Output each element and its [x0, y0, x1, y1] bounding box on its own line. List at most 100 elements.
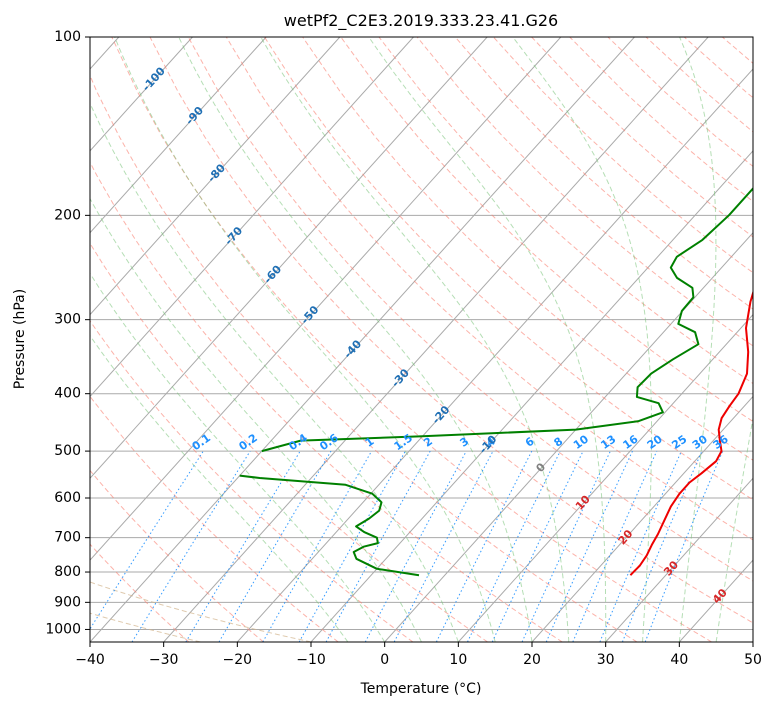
dry-adiabat-line: [493, 37, 753, 274]
x-tick-label: −20: [223, 652, 253, 668]
moist-adiabat-line: [114, 37, 496, 642]
mixing-ratio-line: [572, 450, 658, 642]
dry-adiabat-line: [302, 37, 753, 461]
isotherm-line: [90, 37, 267, 234]
y-tick-label: 400: [54, 386, 81, 402]
dry-adiabat-line: [90, 395, 339, 642]
isotherm-line: [752, 641, 753, 642]
x-tick-label: −10: [296, 652, 326, 668]
y-tick-label: 1000: [45, 621, 81, 637]
plot-area: [90, 37, 753, 642]
x-tick-label: 30: [597, 652, 615, 668]
moist-adiabat-line: [260, 37, 570, 642]
dry-adiabat-line: [90, 469, 264, 642]
mixing-ratio-label: 3: [457, 435, 471, 450]
mixing-ratio-label: 30: [690, 432, 710, 452]
mixing-ratio-label: 0.1: [190, 431, 213, 453]
dry-adiabat-line: [264, 37, 753, 501]
dry-adiabat-line: [90, 543, 190, 642]
mixing-ratio-label: 36: [711, 432, 731, 452]
x-axis-ticks: −40 −30 −20 −10 0 10 20 30 40 50: [75, 642, 762, 668]
x-tick-label: 40: [670, 652, 688, 668]
mixing-ratio-label: 0.4: [286, 431, 310, 453]
mixing-ratio-line: [467, 450, 561, 642]
moist-adiabat-line: [368, 37, 607, 642]
dry-adiabat-line: [340, 37, 753, 423]
plot-frame: [89, 36, 754, 643]
profile-line: [629, 289, 753, 576]
mixing-ratio-label: 0.2: [236, 431, 259, 453]
mixing-ratio-line: [435, 450, 533, 642]
dry-adiabat-line: [90, 242, 488, 642]
dry-adiabat-line: [454, 37, 753, 310]
y-tick-label: 300: [54, 312, 81, 328]
y-tick-label: 600: [54, 490, 81, 506]
y-axis-label: Pressure (hPa): [12, 289, 28, 389]
y-tick-label: 200: [54, 207, 81, 223]
dry-adiabat-line: [90, 319, 414, 642]
mixing-ratio-label: 20: [645, 432, 665, 452]
x-axis-label: Temperature (°C): [360, 681, 482, 697]
moist-adiabat-line: [715, 415, 753, 642]
mixing-ratio-line: [599, 450, 682, 642]
x-tick-label: 50: [744, 652, 762, 668]
mixing-ratio-label: 16: [621, 432, 641, 452]
mixing-ratio-line: [644, 450, 724, 642]
x-tick-label: 20: [523, 652, 541, 668]
mixing-ratio-line: [545, 450, 633, 642]
y-tick-label: 800: [54, 564, 81, 580]
x-tick-label: −40: [75, 652, 105, 668]
dry-adiabat-line: [187, 37, 753, 582]
dry-adiabat-line: [90, 74, 638, 642]
isopleth-labels: 0.1 0.2 0.4 0.6 1 1.5 2 3 4 6 8 10 13 16 20 25 30 36-100-…: [140, 64, 731, 606]
isotherm-line: [90, 37, 414, 398]
dry-adiabat-line: [416, 37, 753, 347]
y-tick-label: 500: [54, 443, 81, 459]
y-axis-ticks: 100 200 300 400 500 600 700 800 900 1000: [45, 29, 90, 637]
y-tick-label: 700: [54, 530, 81, 546]
mixing-ratio-label: 1.5: [392, 431, 415, 453]
moist-adiabat-line: [90, 334, 349, 642]
profile-line: [239, 474, 420, 577]
x-tick-label: 10: [449, 652, 467, 668]
mixing-ratio-label: 13: [598, 433, 618, 452]
mixing-ratio-line: [325, 450, 431, 642]
isotherm-line: [90, 37, 193, 152]
x-tick-label: 0: [380, 652, 389, 668]
dry-adiabat-line: [607, 37, 753, 168]
isotherm-line: [90, 37, 562, 561]
isotherm-line: [163, 37, 709, 642]
mixing-ratio-label: 25: [669, 433, 689, 452]
tan-curve-line: [90, 612, 201, 642]
moist-adiabat-line: [178, 37, 533, 642]
tan-curve-line: [90, 581, 312, 642]
mixing-ratio-line: [90, 450, 204, 630]
isotherm-line: [457, 313, 753, 642]
isotherm-line: [531, 395, 753, 642]
mixing-ratio-line: [298, 450, 406, 642]
isotherm-line: [310, 150, 753, 642]
mixing-ratio-line: [364, 450, 467, 642]
mixing-ratio-line: [621, 450, 703, 642]
mixing-ratio-line: [131, 450, 251, 642]
isotherm-line: [90, 37, 488, 480]
profile-line: [261, 187, 753, 453]
moist-adiabat-line: [90, 272, 386, 642]
mixing-ratio-label: 10: [571, 432, 591, 452]
mixing-ratio-label: 6: [523, 435, 537, 450]
x-tick-label: −30: [149, 652, 179, 668]
isotherm-line: [236, 68, 753, 642]
dry-adiabat-line: [149, 37, 753, 624]
isotherm-line: [678, 559, 753, 642]
mixing-ratio-line: [491, 450, 584, 642]
dry-adiabat-line: [225, 37, 753, 541]
moist-adiabat-line: [90, 102, 459, 642]
isotherm-line: [605, 477, 753, 642]
y-tick-label: 100: [54, 29, 81, 45]
moist-adiabat-line: [678, 37, 717, 642]
moist-adiabat-line: [90, 197, 422, 642]
mixing-ratio-label: 1: [363, 435, 377, 450]
mixing-ratio-label: 0.6: [317, 431, 341, 453]
isotherm-line: [384, 231, 753, 642]
